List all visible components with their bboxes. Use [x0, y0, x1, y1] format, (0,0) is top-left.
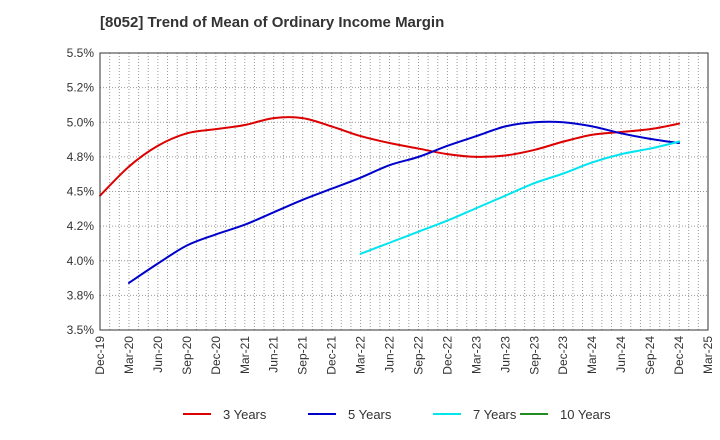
x-tick-label: Mar-22: [354, 336, 368, 374]
y-tick-label: 5.5%: [67, 46, 95, 60]
x-tick-label: Dec-23: [556, 336, 570, 375]
x-axis-ticks: Dec-19 Mar-20 Jun-20 Sep-20 Dec-20 Mar-21 Jun-…: [93, 336, 715, 375]
x-tick-label: Jun-22: [383, 336, 397, 373]
x-tick-label: Jun-23: [498, 336, 512, 373]
x-tick-label: Mar-20: [122, 336, 136, 374]
x-tick-label: Sep-23: [527, 336, 541, 375]
x-tick-label: Dec-21: [325, 336, 339, 375]
legend-label-10-years: 10 Years: [560, 407, 611, 422]
series-line-7-years: [359, 140, 681, 255]
grid: [99, 52, 709, 331]
legend-label-7-years: 7 Years: [473, 407, 517, 422]
series-line-3-years: [99, 116, 681, 197]
legend: 3 Years 5 Years 7 Years 10 Years: [183, 407, 611, 422]
series-line-5-years: [127, 120, 681, 284]
y-tick-label: 4.2%: [67, 219, 95, 233]
chart-title: [8052] Trend of Mean of Ordinary Income …: [100, 14, 445, 31]
y-axis-ticks: 3.5% 3.8% 4.0% 4.2% 4.5% 4.8% 5.0% 5.2% 5.5%: [67, 46, 95, 337]
y-tick-label: 5.2%: [67, 81, 95, 95]
x-tick-label: Jun-24: [614, 336, 628, 373]
series-lines: [99, 116, 681, 284]
y-tick-label: 5.0%: [67, 115, 95, 129]
y-tick-label: 4.5%: [67, 185, 95, 199]
legend-label-5-years: 5 Years: [348, 407, 392, 422]
legend-label-3-years: 3 Years: [223, 407, 267, 422]
x-tick-label: Dec-24: [672, 336, 686, 375]
y-tick-label: 4.8%: [67, 150, 95, 164]
y-tick-label: 3.8%: [67, 288, 95, 302]
x-tick-label: Sep-20: [180, 336, 194, 375]
x-tick-label: Dec-22: [440, 336, 454, 375]
x-tick-label: Mar-25: [701, 336, 715, 374]
x-tick-label: Sep-24: [643, 336, 657, 375]
x-tick-label: Mar-24: [585, 336, 599, 374]
y-tick-label: 3.5%: [67, 323, 95, 337]
y-tick-label: 4.0%: [67, 254, 95, 268]
x-tick-label: Mar-23: [469, 336, 483, 374]
x-tick-label: Jun-20: [151, 336, 165, 373]
x-tick-label: Mar-21: [238, 336, 252, 374]
x-tick-label: Dec-20: [209, 336, 223, 375]
x-tick-label: Dec-19: [93, 336, 107, 375]
x-tick-label: Sep-21: [296, 336, 310, 375]
x-tick-label: Jun-21: [267, 336, 281, 373]
plot-frame: [99, 52, 709, 331]
x-tick-label: Sep-22: [411, 336, 425, 375]
